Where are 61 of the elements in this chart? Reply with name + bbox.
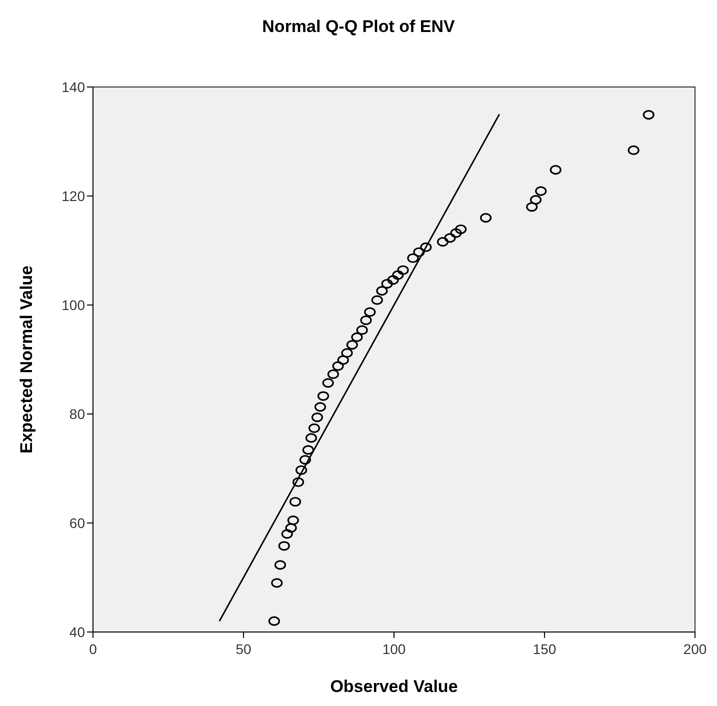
point: [268, 616, 280, 626]
x-tick-label: 100: [382, 641, 406, 657]
point: [535, 186, 547, 196]
point: [305, 433, 318, 443]
point: [628, 145, 640, 156]
point: [387, 275, 399, 285]
y-tick-label: 60: [69, 515, 86, 531]
y-axis-title: Expected Normal Value: [17, 265, 36, 454]
x-tick-label: 0: [89, 641, 98, 657]
point: [407, 253, 419, 263]
y-tick-label: 120: [62, 188, 86, 204]
point: [299, 454, 312, 465]
point: [271, 578, 283, 588]
point: [314, 402, 326, 412]
point: [289, 496, 302, 507]
x-axis-title: Observed Value: [330, 677, 458, 696]
y-tick-label: 40: [69, 624, 86, 640]
point: [392, 270, 404, 280]
point: [278, 541, 290, 551]
point: [287, 515, 299, 526]
point: [397, 265, 409, 275]
point: [356, 325, 368, 335]
point: [420, 242, 432, 252]
point: [292, 477, 304, 487]
point: [413, 247, 425, 257]
point: [274, 560, 286, 570]
chart-title: Normal Q-Q Plot of ENV: [262, 17, 456, 36]
point: [337, 355, 349, 365]
x-tick-label: 200: [683, 641, 707, 657]
point: [642, 110, 654, 120]
point: [311, 412, 324, 422]
y-tick-label: 140: [62, 79, 86, 95]
point: [308, 423, 320, 433]
point: [550, 165, 562, 175]
point: [360, 315, 372, 326]
point: [480, 213, 492, 223]
point: [450, 228, 462, 238]
point: [317, 391, 330, 401]
y-tick-label: 100: [62, 297, 86, 313]
point: [436, 236, 449, 247]
point: [346, 340, 358, 350]
point: [322, 378, 334, 388]
x-tick-label: 150: [532, 641, 556, 657]
point: [376, 286, 388, 296]
point: [332, 361, 344, 371]
point: [295, 465, 308, 475]
point: [371, 295, 383, 305]
point: [530, 195, 542, 205]
point: [364, 307, 376, 317]
point: [381, 278, 393, 289]
point: [341, 348, 353, 358]
y-tick-label: 80: [69, 406, 86, 422]
point: [444, 233, 456, 243]
x-tick-label: 50: [236, 641, 252, 657]
point: [526, 202, 538, 212]
point: [285, 523, 297, 533]
point: [351, 332, 363, 342]
point: [281, 529, 293, 539]
point: [455, 224, 467, 234]
point: [327, 369, 339, 380]
point: [302, 445, 314, 455]
